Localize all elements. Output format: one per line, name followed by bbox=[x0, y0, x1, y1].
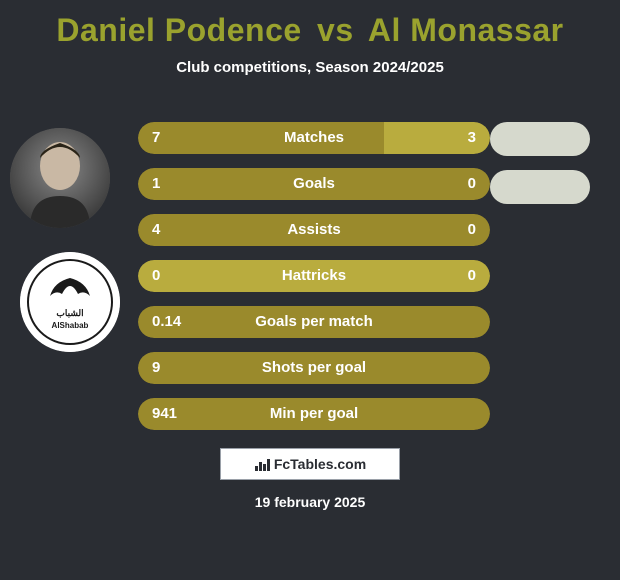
stat-label: Matches bbox=[138, 122, 490, 154]
vs-separator: vs bbox=[317, 12, 354, 48]
player1-name: Daniel Podence bbox=[56, 12, 301, 48]
player2-name: Al Monassar bbox=[368, 12, 564, 48]
club-crest-icon: الشباب AlShabab bbox=[20, 252, 120, 352]
svg-text:الشباب: الشباب bbox=[56, 308, 83, 319]
stat-label: Shots per goal bbox=[138, 352, 490, 384]
stat-label: Goals bbox=[138, 168, 490, 200]
stat-label: Min per goal bbox=[138, 398, 490, 430]
winner-badge-row-0 bbox=[490, 122, 590, 156]
stat-row: 40Assists bbox=[138, 214, 490, 246]
comparison-title: Daniel Podence vs Al Monassar bbox=[0, 0, 620, 49]
branding-text: FcTables.com bbox=[274, 456, 366, 472]
svg-text:AlShabab: AlShabab bbox=[52, 321, 89, 330]
stat-label: Hattricks bbox=[138, 260, 490, 292]
subtitle: Club competitions, Season 2024/2025 bbox=[0, 59, 620, 76]
stat-row: 0.14Goals per match bbox=[138, 306, 490, 338]
fctables-logo-icon bbox=[254, 456, 270, 472]
date-label: 19 february 2025 bbox=[0, 494, 620, 510]
stat-row: 941Min per goal bbox=[138, 398, 490, 430]
branding-box: FcTables.com bbox=[220, 448, 400, 480]
stat-label: Assists bbox=[138, 214, 490, 246]
stat-row: 00Hattricks bbox=[138, 260, 490, 292]
stat-row: 73Matches bbox=[138, 122, 490, 154]
stat-label: Goals per match bbox=[138, 306, 490, 338]
stat-row: 10Goals bbox=[138, 168, 490, 200]
winner-badge-row-1 bbox=[490, 170, 590, 204]
stat-bars-container: 73Matches 10Goals 40Assists 00Hattricks 0.14… bbox=[138, 122, 490, 444]
person-silhouette-icon bbox=[10, 128, 110, 228]
stat-row: 9Shots per goal bbox=[138, 352, 490, 384]
player2-avatar: الشباب AlShabab bbox=[20, 252, 120, 352]
player1-avatar bbox=[10, 128, 110, 228]
